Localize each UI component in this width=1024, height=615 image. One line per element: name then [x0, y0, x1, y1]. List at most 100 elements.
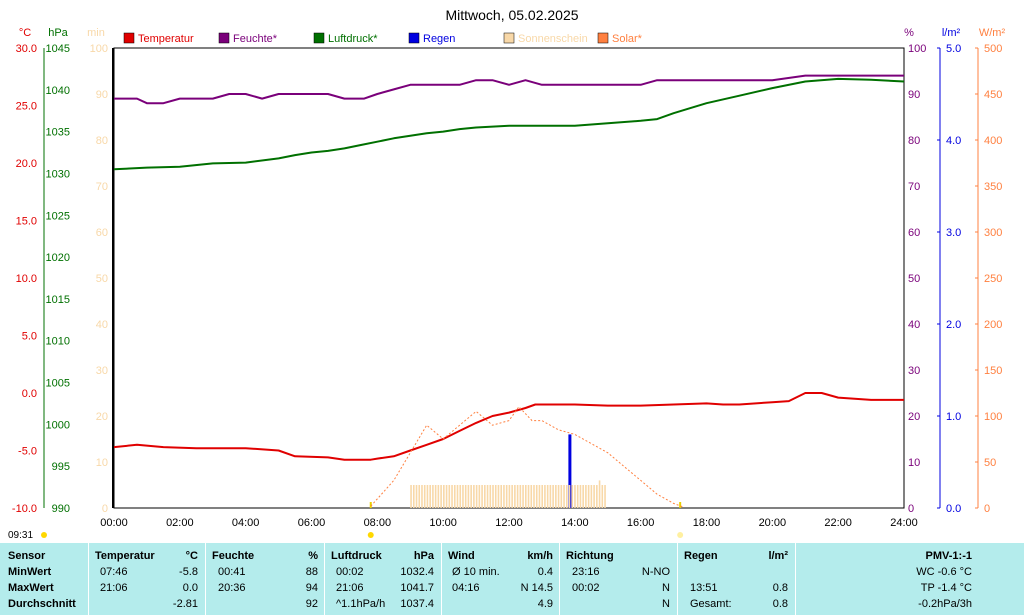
- sunshine-bar: [481, 485, 483, 508]
- pressure-axis-tick: 1000: [46, 419, 70, 431]
- sunshine-bar: [557, 485, 560, 508]
- temp-axis-tick: 10.0: [16, 273, 37, 285]
- pressure-axis-tick: 995: [52, 461, 70, 473]
- sunshine-bar: [429, 485, 431, 508]
- temp-axis-tick: -10.0: [12, 503, 37, 515]
- stats-2-d_val: N: [662, 598, 670, 610]
- stats-1-d_time: 00:02: [572, 582, 600, 594]
- sunshine-bar: [437, 485, 440, 508]
- solar-axis-tick: 500: [984, 43, 1002, 55]
- rain-bar: [568, 434, 572, 508]
- pressure-axis-tick: 990: [52, 503, 70, 515]
- sunshine-bar: [473, 485, 475, 508]
- pressure-axis-tick: 1040: [46, 85, 70, 97]
- weather-chart: 00:00 02:00 04:00 06:00 08:00 10:00 12:00 14:00…: [8, 7, 1006, 541]
- series-line-luftdruck: [113, 77, 905, 171]
- plot-frame: [113, 47, 905, 509]
- stats-1-p_time: 21:06: [336, 582, 364, 594]
- stats-1-t_val: 0.0: [182, 582, 198, 594]
- sunshine-bar: [593, 485, 595, 508]
- stats-0-h_time: 00:41: [218, 566, 246, 578]
- stats-0-t_val: -5.8: [179, 566, 198, 578]
- sunshine-bar: [426, 485, 429, 508]
- pressure-axis-tick: 1005: [46, 378, 70, 390]
- sunshine-bar: [574, 485, 576, 508]
- chart-lines: [113, 74, 905, 508]
- sunshine-bar: [445, 485, 448, 508]
- humidity-axis-tick: 30: [908, 365, 920, 377]
- sunshine-bar: [604, 485, 606, 508]
- rain-axis-tick: 0.0: [946, 503, 961, 515]
- x-tick-label: 12:00: [495, 517, 523, 529]
- sunshine-bar: [549, 485, 552, 508]
- sunshine-bar: [415, 485, 418, 508]
- sunshine-bar: [492, 485, 494, 508]
- rain-axis-unit: l/m²: [942, 27, 961, 39]
- sunshine-bar: [456, 485, 459, 508]
- humidity-axis-tick: 100: [908, 43, 926, 55]
- sunshine-bar: [571, 485, 574, 508]
- stats-0-label: MinWert: [8, 566, 52, 578]
- sunshine-bar: [500, 485, 503, 508]
- sunshine-bar: [434, 485, 437, 508]
- stats-1-w_time: 04:16: [452, 582, 480, 594]
- stats-2-p_time: ^1.1hPa/h: [336, 598, 386, 610]
- sunshine-bar: [601, 485, 604, 508]
- sunshine-bar: [565, 485, 568, 508]
- stats-0-t_time: 07:46: [100, 566, 128, 578]
- legend-swatch-2: [313, 32, 325, 44]
- hdr-hum-unit: %: [308, 550, 318, 562]
- humidity-axis-tick: 10: [908, 457, 920, 469]
- chart-axes: [41, 47, 979, 538]
- legend-swatch-1: [218, 32, 230, 44]
- humidity-axis-tick: 90: [908, 89, 920, 101]
- x-tick-label: 22:00: [824, 517, 852, 529]
- hdr-temp: Temperatur: [95, 550, 155, 562]
- temp-axis-tick: 5.0: [22, 331, 37, 343]
- temp-axis-tick: 25.0: [16, 101, 37, 113]
- humidity-axis-tick: 80: [908, 135, 920, 147]
- stats-0-d_val: N-NO: [641, 566, 670, 578]
- time-dot: [41, 532, 47, 538]
- stats-2-r_time: Gesamt:: [690, 598, 732, 610]
- solar-axis-tick: 150: [984, 365, 1002, 377]
- temp-axis-tick: -5.0: [18, 446, 37, 458]
- hdr-hum: Feuchte: [212, 550, 255, 562]
- stats-0-p_val: 1032.4: [400, 566, 434, 578]
- sunshine-bar: [522, 485, 524, 508]
- sunshine-bar: [418, 485, 421, 508]
- sunshine-bar: [503, 485, 505, 508]
- stats-2-pmv: -0.2hPa/3h: [918, 598, 972, 610]
- sunshine-bar: [448, 485, 451, 508]
- stats-1-r_time: 13:51: [690, 582, 718, 594]
- sunshine-bar: [585, 485, 587, 508]
- sunshine-bar: [511, 485, 513, 508]
- legend-label-3: Regen: [423, 33, 455, 45]
- pressure-axis-tick: 1010: [46, 336, 70, 348]
- solar-axis-unit: W/m²: [979, 27, 1006, 39]
- stats-2-label: Durchschnitt: [8, 598, 76, 610]
- solar-axis-tick: 0: [984, 503, 990, 515]
- sunshine-bar: [524, 485, 527, 508]
- stats-1-h_time: 20:36: [218, 582, 246, 594]
- rain-axis-tick: 1.0: [946, 411, 961, 423]
- current-time-label: 09:31: [8, 530, 33, 541]
- x-tick-label: 00:00: [100, 517, 128, 529]
- x-tick-label: 02:00: [166, 517, 194, 529]
- series-line-solar: [370, 406, 684, 508]
- hdr-pmv: PMV-1:-1: [925, 550, 972, 562]
- sunshine-axis-unit: min: [87, 27, 105, 39]
- hdr-sensor: Sensor: [8, 550, 46, 562]
- sunshine-bar: [421, 485, 423, 508]
- sunshine-bar: [582, 485, 584, 508]
- sunshine-bar: [451, 485, 453, 508]
- sunshine-bar: [519, 485, 522, 508]
- solar-axis-tick: 250: [984, 273, 1002, 285]
- sunshine-bar: [541, 485, 543, 508]
- chart-legend: Temperatur Feuchte* Luftdruck* Regen Sonnens…: [123, 32, 643, 45]
- sunshine-bar: [410, 485, 412, 508]
- sunshine-bar: [546, 485, 549, 508]
- sunshine-bar: [423, 485, 426, 508]
- sunrise-dot: [367, 532, 374, 538]
- solar-axis-tick: 350: [984, 181, 1002, 193]
